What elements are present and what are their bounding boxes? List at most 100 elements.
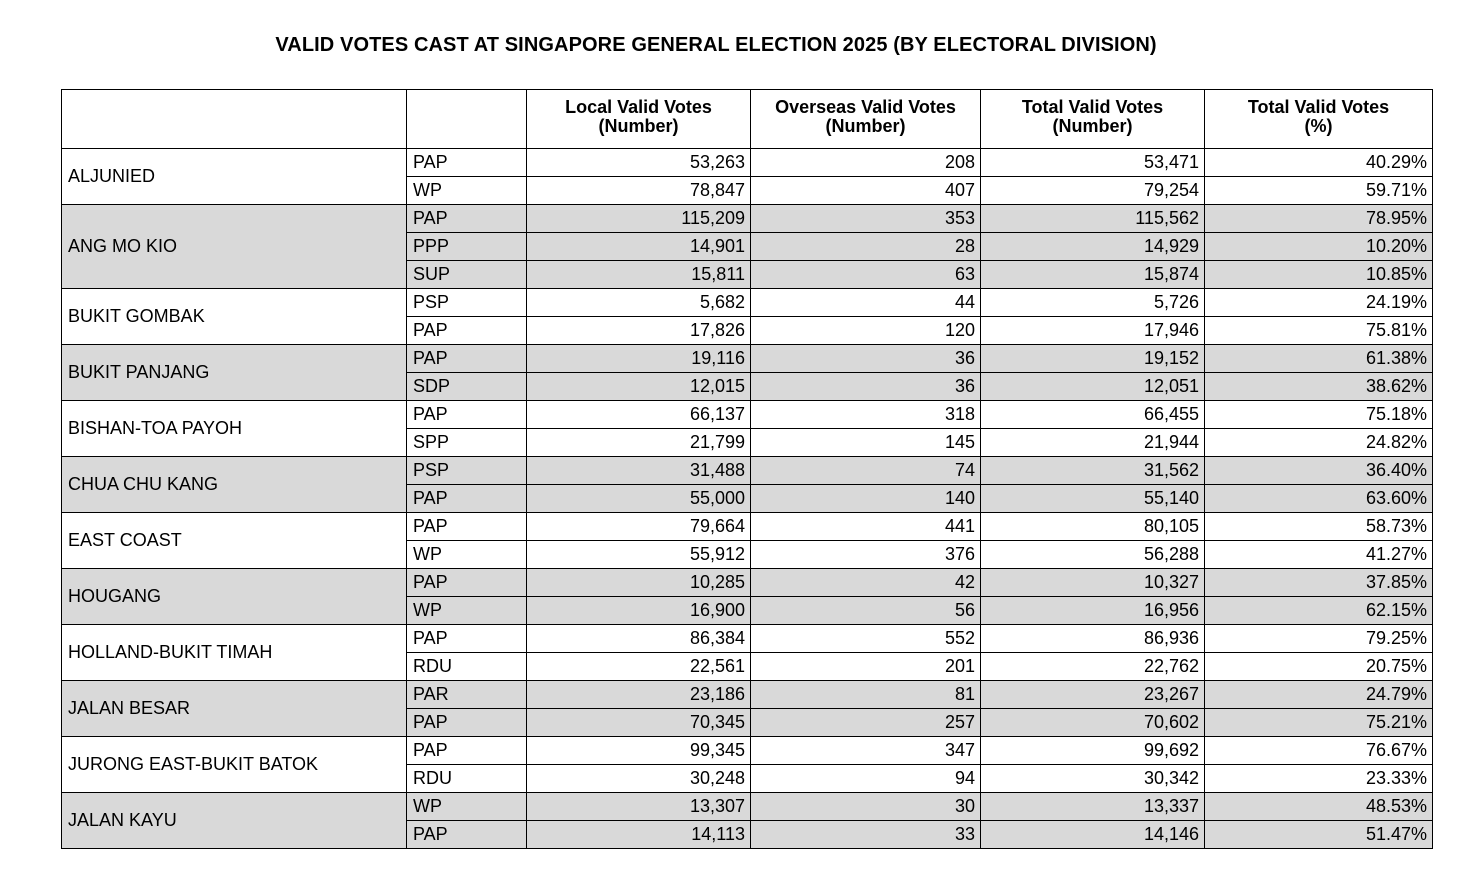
total-votes-cell: 86,936 bbox=[980, 624, 1205, 653]
table-row: BUKIT GOMBAK PSP 5,682 44 5,726 24.19% bbox=[61, 288, 1433, 345]
local-votes-cell: 16,900 bbox=[526, 596, 751, 625]
total-votes-cell: 17,946 bbox=[980, 316, 1205, 345]
table-row: RDU 30,248 94 30,342 23.33% bbox=[62, 764, 1433, 793]
total-votes-cell: 14,146 bbox=[980, 820, 1205, 849]
total-percent-cell: 61.38% bbox=[1204, 344, 1433, 373]
local-votes-cell: 23,186 bbox=[526, 680, 751, 709]
local-votes-cell: 22,561 bbox=[526, 652, 751, 681]
table-row: JALAN KAYU WP 13,307 30 13,337 48.53% bbox=[61, 792, 1433, 849]
table-row: WP 78,847 407 79,254 59.71% bbox=[62, 176, 1433, 205]
party-cell: PAP bbox=[406, 512, 527, 541]
total-votes-cell: 53,471 bbox=[980, 148, 1205, 177]
local-votes-cell: 17,826 bbox=[526, 316, 751, 345]
local-votes-cell: 53,263 bbox=[526, 148, 751, 177]
division-name: BUKIT PANJANG bbox=[61, 344, 407, 401]
total-percent-cell: 23.33% bbox=[1204, 764, 1433, 793]
total-percent-cell: 48.53% bbox=[1204, 792, 1433, 821]
party-cell: PSP bbox=[406, 288, 527, 317]
local-votes-cell: 10,285 bbox=[526, 568, 751, 597]
total-votes-cell: 31,562 bbox=[980, 456, 1205, 485]
total-votes-cell: 5,726 bbox=[980, 288, 1205, 317]
total-percent-cell: 79.25% bbox=[1204, 624, 1433, 653]
header-local-line2: (Number) bbox=[598, 116, 679, 136]
header-total-votes: Total Valid Votes (Number) bbox=[980, 89, 1205, 149]
local-votes-cell: 14,113 bbox=[526, 820, 751, 849]
table-row: PAP 17,826 120 17,946 75.81% bbox=[62, 316, 1433, 345]
table-row: SPP 21,799 145 21,944 24.82% bbox=[62, 428, 1433, 457]
division-name: BUKIT GOMBAK bbox=[61, 288, 407, 345]
overseas-votes-cell: 201 bbox=[750, 652, 981, 681]
local-votes-cell: 86,384 bbox=[526, 624, 751, 653]
overseas-votes-cell: 56 bbox=[750, 596, 981, 625]
total-percent-cell: 59.71% bbox=[1204, 176, 1433, 205]
division-name: HOLLAND-BUKIT TIMAH bbox=[61, 624, 407, 681]
local-votes-cell: 78,847 bbox=[526, 176, 751, 205]
division-name: BISHAN-TOA PAYOH bbox=[61, 400, 407, 457]
total-percent-cell: 37.85% bbox=[1204, 568, 1433, 597]
overseas-votes-cell: 63 bbox=[750, 260, 981, 289]
total-percent-cell: 63.60% bbox=[1204, 484, 1433, 513]
division-name: CHUA CHU KANG bbox=[61, 456, 407, 513]
party-cell: WP bbox=[406, 596, 527, 625]
table-row: PAP 55,000 140 55,140 63.60% bbox=[62, 484, 1433, 513]
party-cell: SPP bbox=[406, 428, 527, 457]
overseas-votes-cell: 376 bbox=[750, 540, 981, 569]
total-votes-cell: 56,288 bbox=[980, 540, 1205, 569]
party-cell: SDP bbox=[406, 372, 527, 401]
local-votes-cell: 12,015 bbox=[526, 372, 751, 401]
division-name: EAST COAST bbox=[61, 512, 407, 569]
division-name: ANG MO KIO bbox=[61, 204, 407, 289]
header-overseas-votes: Overseas Valid Votes (Number) bbox=[750, 89, 981, 149]
total-votes-cell: 16,956 bbox=[980, 596, 1205, 625]
total-votes-cell: 70,602 bbox=[980, 708, 1205, 737]
total-percent-cell: 51.47% bbox=[1204, 820, 1433, 849]
overseas-votes-cell: 36 bbox=[750, 372, 981, 401]
table-row: CHUA CHU KANG PSP 31,488 74 31,562 36.40% bbox=[61, 456, 1433, 513]
overseas-votes-cell: 42 bbox=[750, 568, 981, 597]
total-percent-cell: 38.62% bbox=[1204, 372, 1433, 401]
table-row: PAP 70,345 257 70,602 75.21% bbox=[62, 708, 1433, 737]
total-votes-cell: 21,944 bbox=[980, 428, 1205, 457]
local-votes-cell: 66,137 bbox=[526, 400, 751, 429]
overseas-votes-cell: 318 bbox=[750, 400, 981, 429]
local-votes-cell: 31,488 bbox=[526, 456, 751, 485]
total-percent-cell: 41.27% bbox=[1204, 540, 1433, 569]
overseas-votes-cell: 257 bbox=[750, 708, 981, 737]
party-cell: RDU bbox=[406, 652, 527, 681]
overseas-votes-cell: 441 bbox=[750, 512, 981, 541]
total-percent-cell: 10.85% bbox=[1204, 260, 1433, 289]
party-cell: PAP bbox=[406, 736, 527, 765]
division-name: JALAN KAYU bbox=[61, 792, 407, 849]
table-row: ANG MO KIO PAP 115,209 353 115,562 78.95% bbox=[61, 204, 1433, 289]
header-party bbox=[406, 89, 527, 149]
header-local-line1: Local Valid Votes bbox=[565, 97, 712, 117]
table-row: ALJUNIED PAP 53,263 208 53,471 40.29% bbox=[61, 148, 1433, 205]
party-cell: WP bbox=[406, 540, 527, 569]
party-cell: PAP bbox=[406, 708, 527, 737]
party-cell: PAP bbox=[406, 484, 527, 513]
total-votes-cell: 79,254 bbox=[980, 176, 1205, 205]
local-votes-cell: 99,345 bbox=[526, 736, 751, 765]
table-row: WP 16,900 56 16,956 62.15% bbox=[62, 596, 1433, 625]
division-name: JURONG EAST-BUKIT BATOK bbox=[61, 736, 407, 793]
header-percent-line1: Total Valid Votes bbox=[1247, 97, 1390, 117]
table-row: JALAN BESAR PAR 23,186 81 23,267 24.79% bbox=[61, 680, 1433, 737]
overseas-votes-cell: 74 bbox=[750, 456, 981, 485]
total-votes-cell: 66,455 bbox=[980, 400, 1205, 429]
local-votes-cell: 15,811 bbox=[526, 260, 751, 289]
total-percent-cell: 62.15% bbox=[1204, 596, 1433, 625]
total-percent-cell: 58.73% bbox=[1204, 512, 1433, 541]
table-row: SDP 12,015 36 12,051 38.62% bbox=[62, 372, 1433, 401]
party-cell: PSP bbox=[406, 456, 527, 485]
total-percent-cell: 10.20% bbox=[1204, 232, 1433, 261]
party-cell: PAP bbox=[406, 316, 527, 345]
local-votes-cell: 19,116 bbox=[526, 344, 751, 373]
total-percent-cell: 76.67% bbox=[1204, 736, 1433, 765]
local-votes-cell: 14,901 bbox=[526, 232, 751, 261]
total-votes-cell: 30,342 bbox=[980, 764, 1205, 793]
overseas-votes-cell: 94 bbox=[750, 764, 981, 793]
overseas-votes-cell: 145 bbox=[750, 428, 981, 457]
total-votes-cell: 80,105 bbox=[980, 512, 1205, 541]
total-percent-cell: 78.95% bbox=[1204, 204, 1433, 233]
overseas-votes-cell: 407 bbox=[750, 176, 981, 205]
